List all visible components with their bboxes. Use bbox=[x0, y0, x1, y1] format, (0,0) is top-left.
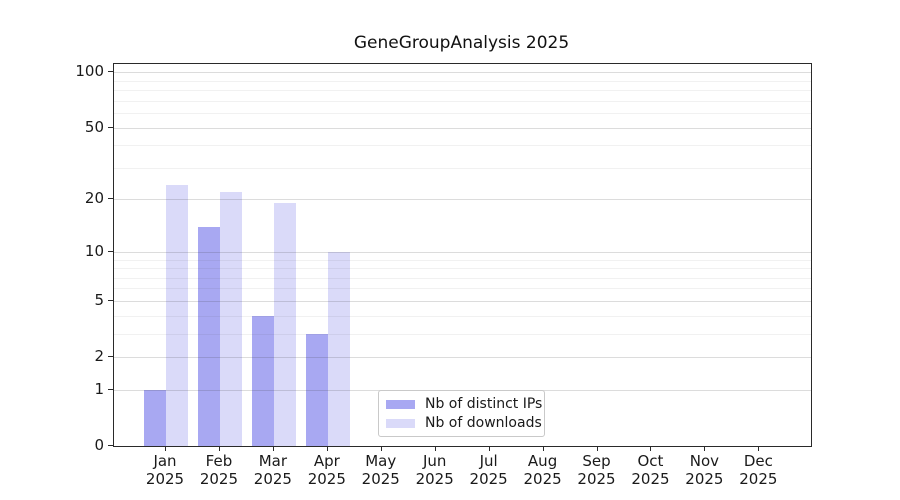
bar-distinct-ips-Apr-2025 bbox=[305, 333, 328, 446]
x-tick-month: May bbox=[365, 452, 397, 470]
x-tick-year: 2025 bbox=[199, 470, 239, 488]
y-tick-mark-100 bbox=[108, 71, 113, 73]
x-tick-month: Sep bbox=[582, 452, 611, 470]
bar-distinct-ips-Mar-2025 bbox=[251, 315, 274, 446]
gridline-20 bbox=[114, 199, 811, 201]
gridline-minor-60 bbox=[114, 113, 811, 115]
x-tick-label-Feb: Feb 2025 bbox=[184, 452, 254, 488]
x-tick-year: 2025 bbox=[685, 470, 724, 488]
y-tick-mark-1 bbox=[108, 388, 113, 390]
x-tick-mark-Jan bbox=[165, 446, 166, 451]
x-tick-label-Sep: Sep 2025 bbox=[562, 452, 632, 488]
y-tick-label-100: 100 bbox=[75, 62, 104, 81]
y-tick-mark-0 bbox=[108, 445, 113, 446]
x-tick-month: Dec bbox=[743, 452, 773, 470]
y-tick-mark-2 bbox=[108, 356, 113, 358]
bar-downloads-Jan-2025 bbox=[166, 185, 188, 446]
bar-downloads-Feb-2025 bbox=[219, 192, 242, 446]
y-tick-label-1: 1 bbox=[94, 379, 104, 398]
legend-label-distinct-ips: Nb of distinct IPs bbox=[425, 396, 543, 412]
x-tick-month: Jan bbox=[153, 452, 177, 470]
x-tick-year: 2025 bbox=[631, 470, 670, 488]
x-tick-label-Apr: Apr 2025 bbox=[292, 452, 362, 488]
x-tick-label-Jul: Jul 2025 bbox=[454, 452, 524, 488]
y-tick-label-2: 2 bbox=[94, 347, 104, 366]
bar-distinct-ips-Jan-2025 bbox=[144, 389, 166, 446]
x-tick-year: 2025 bbox=[145, 470, 185, 488]
x-tick-year: 2025 bbox=[469, 470, 508, 488]
x-tick-year: 2025 bbox=[523, 470, 562, 488]
gridline-minor-40 bbox=[114, 145, 811, 147]
x-tick-month: Mar bbox=[258, 452, 288, 470]
x-tick-label-Aug: Aug 2025 bbox=[508, 452, 578, 488]
y-tick-mark-5 bbox=[108, 299, 113, 301]
legend-swatch-downloads bbox=[386, 418, 415, 428]
x-tick-month: Aug bbox=[527, 452, 558, 470]
gridline-50 bbox=[114, 127, 811, 129]
x-tick-mark-Dec bbox=[758, 446, 760, 451]
y-tick-label-0: 0 bbox=[94, 436, 104, 454]
gridline-minor-90 bbox=[114, 80, 811, 82]
x-tick-month: Apr bbox=[313, 452, 340, 470]
x-tick-mark-Feb bbox=[218, 446, 220, 451]
x-tick-mark-Sep bbox=[596, 446, 598, 451]
x-tick-mark-Apr bbox=[326, 446, 328, 451]
x-tick-month: Feb bbox=[205, 452, 233, 470]
x-tick-label-Jun: Jun 2025 bbox=[400, 452, 470, 488]
legend: Nb of distinct IPs Nb of downloads bbox=[378, 390, 545, 437]
x-tick-mark-Mar bbox=[272, 446, 274, 451]
y-tick-mark-10 bbox=[108, 250, 113, 252]
gridline-minor-30 bbox=[114, 167, 811, 169]
gridline-minor-70 bbox=[114, 100, 811, 102]
x-tick-month: Jun bbox=[422, 452, 447, 470]
x-tick-mark-May bbox=[380, 446, 382, 451]
x-tick-label-Oct: Oct 2025 bbox=[615, 452, 685, 488]
y-tick-label-20: 20 bbox=[84, 189, 104, 208]
gridline-100 bbox=[114, 72, 811, 74]
x-tick-mark-Jul bbox=[488, 446, 490, 451]
x-tick-mark-Aug bbox=[542, 446, 544, 451]
x-tick-label-Dec: Dec 2025 bbox=[723, 452, 793, 488]
x-tick-label-Mar: Mar 2025 bbox=[238, 452, 308, 488]
legend-item-distinct-ips: Nb of distinct IPs bbox=[386, 396, 544, 412]
x-tick-year: 2025 bbox=[307, 470, 346, 488]
legend-swatch-distinct-ips bbox=[386, 399, 415, 409]
x-tick-year: 2025 bbox=[253, 470, 292, 488]
chart-title: GeneGroupAnalysis 2025 bbox=[353, 33, 570, 53]
x-tick-mark-Oct bbox=[650, 446, 652, 451]
bar-downloads-Mar-2025 bbox=[273, 203, 296, 446]
y-tick-mark-50 bbox=[108, 126, 113, 128]
bar-downloads-Apr-2025 bbox=[327, 251, 350, 446]
x-tick-year: 2025 bbox=[361, 470, 400, 488]
x-tick-month: Nov bbox=[689, 452, 720, 470]
x-tick-year: 2025 bbox=[415, 470, 454, 488]
x-tick-mark-Jun bbox=[434, 446, 436, 451]
x-tick-year: 2025 bbox=[739, 470, 778, 488]
y-tick-label-10: 10 bbox=[84, 241, 104, 260]
y-tick-mark-20 bbox=[108, 198, 113, 200]
x-tick-month: Jul bbox=[479, 452, 498, 470]
y-tick-label-50: 50 bbox=[84, 117, 104, 136]
y-tick-label-5: 5 bbox=[94, 290, 104, 309]
x-tick-mark-Nov bbox=[704, 446, 706, 451]
x-tick-year: 2025 bbox=[577, 470, 616, 488]
gridline-minor-80 bbox=[114, 90, 811, 92]
x-tick-label-Nov: Nov 2025 bbox=[669, 452, 739, 488]
legend-label-downloads: Nb of downloads bbox=[425, 415, 542, 431]
legend-item-downloads: Nb of downloads bbox=[386, 415, 544, 431]
x-tick-label-Jan: Jan 2025 bbox=[130, 452, 200, 488]
x-tick-month: Oct bbox=[637, 452, 664, 470]
x-tick-label-May: May 2025 bbox=[346, 452, 416, 488]
bar-distinct-ips-Feb-2025 bbox=[197, 226, 220, 446]
